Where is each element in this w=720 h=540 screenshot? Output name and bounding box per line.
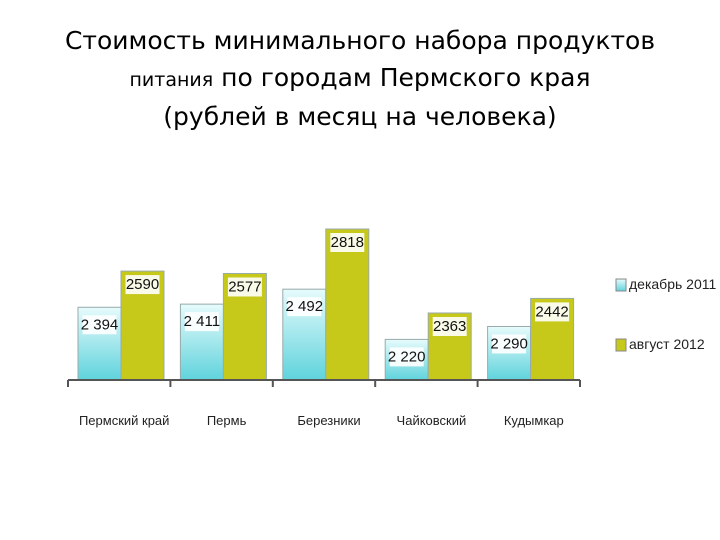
category-label-0: Пермский край [79,413,169,428]
chart-title: Стоимость минимального набора продуктов … [0,22,720,136]
category-label-3: Чайковский [397,413,467,428]
legend-label-0: декабрь 2011 [629,276,716,292]
data-label-0-1: 2 411 [184,313,220,330]
data-label-bg-1-4 [535,302,570,322]
data-label-bg-1-1 [227,277,262,297]
data-label-1-2: 2818 [331,234,364,251]
data-label-0-2: 2 492 [286,298,324,315]
title-line-1: Стоимость минимального набора продуктов [64,26,656,55]
title-line-2-rest: по городам Пермского края [213,63,591,92]
x-axis [67,379,581,387]
data-label-bg-0-3 [389,347,424,367]
data-label-bg-0-2 [287,297,322,317]
title-line-2-small: питания [129,69,214,91]
data-label-0-4: 2 290 [490,335,528,352]
legend-label-1: август 2012 [629,336,705,352]
legend-swatch-0 [615,278,627,292]
data-label-1-4: 2442 [535,303,568,320]
data-label-bg-0-0 [82,315,117,335]
data-label-1-3: 2363 [433,318,466,335]
data-label-1-1: 2577 [228,278,261,295]
data-label-0-3: 2 220 [388,348,426,365]
data-label-bg-0-4 [492,334,527,354]
data-label-bg-1-2 [330,233,365,252]
data-label-0-0: 2 394 [81,316,119,333]
data-label-1-0: 2590 [126,276,159,293]
data-label-bg-1-3 [432,316,467,336]
category-labels: Пермский край Пермь Березники Чайковский Куд… [79,413,564,428]
title-line-3: (рублей в месяц на человека) [163,102,557,131]
legend: декабрь 2011 август 2012 [615,276,716,352]
bars-group: 2 394 2590 2 411 2577 2 492 2818 2 220 2363 2 29… [77,228,575,381]
data-label-bg-1-0 [125,275,160,295]
data-label-bg-0-1 [184,312,219,332]
legend-swatch-1 [615,338,627,352]
title-line-2: питания по городам Пермского края [0,60,720,98]
category-label-2: Березники [297,413,360,428]
category-label-1: Пермь [207,413,247,428]
category-label-4: Кудымкар [504,413,564,428]
